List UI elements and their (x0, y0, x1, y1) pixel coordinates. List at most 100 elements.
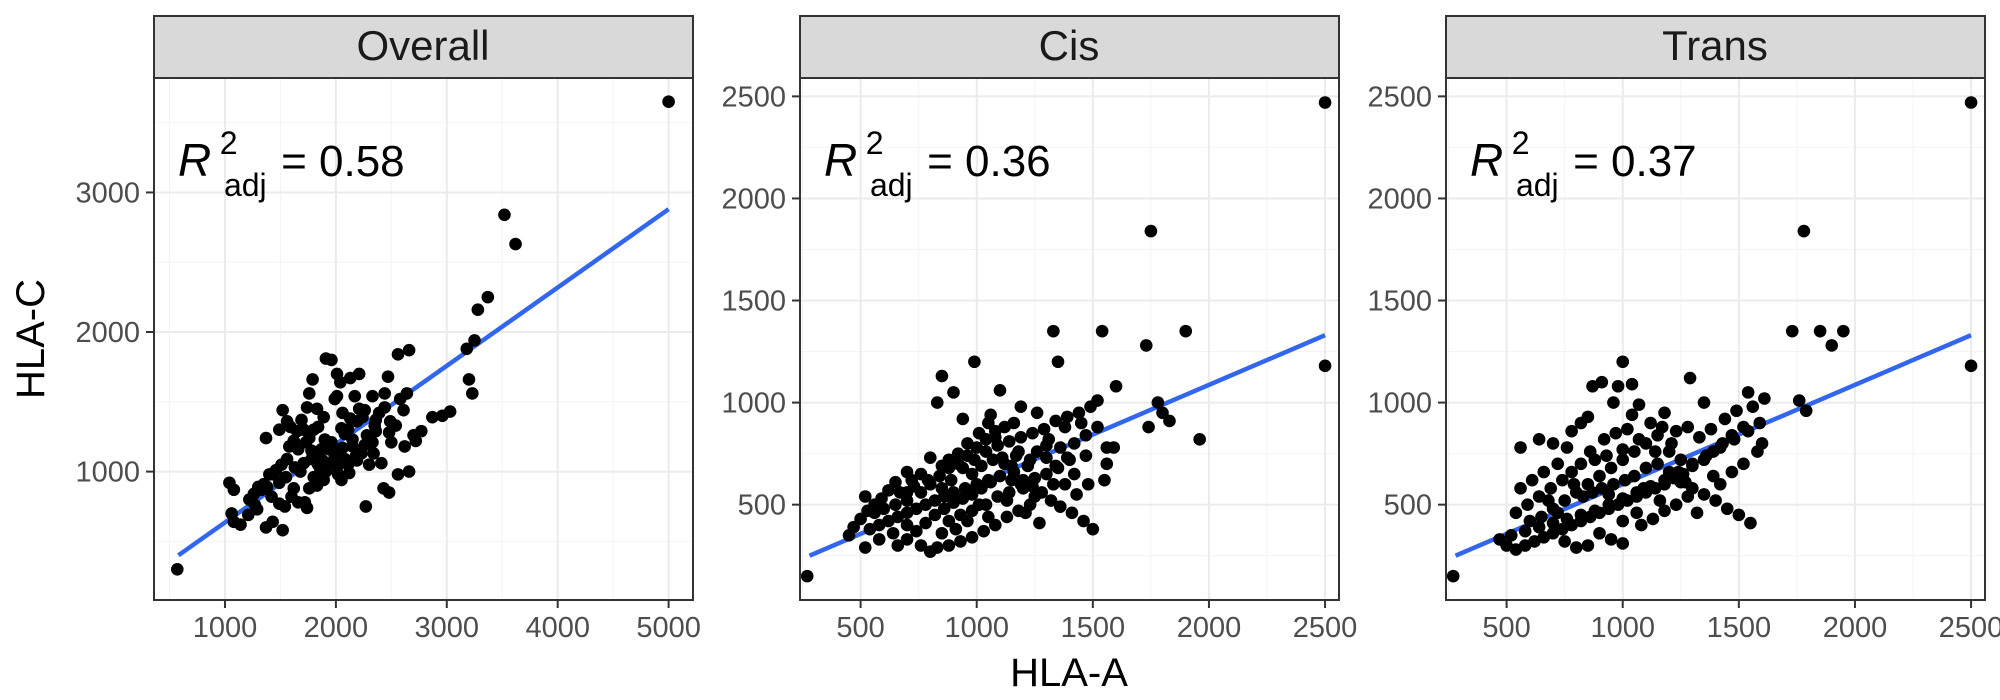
y-tick-label: 500 (1384, 490, 1432, 522)
data-point (1044, 494, 1058, 507)
r2-subscript: adj (224, 167, 267, 203)
data-point (1009, 449, 1023, 462)
data-point (1156, 406, 1169, 420)
data-point (1318, 359, 1332, 373)
data-point (391, 468, 405, 481)
data-point (1504, 528, 1518, 542)
data-point (1648, 445, 1662, 458)
x-tick-label: 1500 (1061, 612, 1126, 644)
data-point (1964, 359, 1978, 373)
r2-value: = 0.36 (927, 137, 1051, 186)
data-point (1632, 398, 1646, 411)
r2-value: = 0.37 (1573, 137, 1697, 186)
data-point (1611, 379, 1625, 393)
data-point (385, 435, 398, 449)
data-point (1086, 522, 1100, 536)
data-point (1558, 535, 1571, 548)
data-point (398, 440, 411, 453)
r2-annotation: R 2 adj = 0.36 (824, 125, 1051, 203)
x-axis: 500 1000 1500 2000 2500 (1482, 600, 2000, 644)
data-point (381, 370, 395, 383)
data-point (310, 402, 324, 416)
panel-title: Overall (356, 22, 489, 69)
data-point (1070, 488, 1083, 501)
data-point (460, 342, 474, 356)
r2-value: = 0.58 (281, 137, 405, 186)
data-point (1095, 324, 1109, 338)
data-point (872, 533, 886, 546)
data-point (868, 506, 881, 520)
x-tick-label: 2500 (1939, 612, 2000, 644)
panel-title: Cis (1039, 22, 1100, 69)
data-point (1042, 433, 1056, 446)
y-tick-label: 1500 (1367, 286, 1432, 318)
data-point (991, 439, 1004, 452)
data-point (1693, 430, 1706, 444)
data-point (1825, 339, 1839, 352)
x-tick-label: 2500 (1293, 612, 1358, 644)
data-point (1690, 506, 1704, 520)
data-point (1741, 424, 1755, 438)
data-point (367, 447, 380, 460)
data-point (1535, 510, 1548, 524)
y-tick-label: 2500 (721, 81, 786, 113)
y-axis: 1000 2000 3000 (75, 177, 154, 489)
data-point (1746, 400, 1760, 413)
data-point (368, 419, 382, 432)
data-point (1588, 504, 1602, 518)
data-point (928, 508, 942, 522)
data-point (937, 502, 951, 516)
data-point (1028, 490, 1042, 503)
data-point (300, 501, 314, 515)
data-point (465, 387, 479, 400)
data-point (375, 456, 388, 470)
data-point (306, 373, 319, 386)
r2-symbol: R (178, 134, 211, 186)
panel-cis: Cis R 2 adj = 0.36 500 1000 1500 2000 2500 5… (721, 15, 1358, 644)
data-point (1026, 426, 1039, 440)
y-tick-label: 1000 (1367, 388, 1432, 420)
x-tick-label: 1000 (193, 612, 258, 644)
data-point (1628, 445, 1641, 458)
data-point (225, 507, 238, 520)
data-point (1681, 490, 1695, 503)
data-point (1051, 461, 1065, 475)
data-point (227, 483, 241, 497)
data-point (259, 431, 273, 445)
data-point (914, 539, 928, 552)
data-point (1653, 494, 1667, 507)
data-point (1741, 386, 1755, 399)
strip-background (153, 15, 694, 79)
data-point (891, 539, 905, 552)
data-point (311, 420, 325, 434)
data-point (1639, 461, 1653, 475)
data-point (402, 465, 416, 478)
data-point (402, 343, 416, 357)
data-point (998, 457, 1011, 471)
data-point (1151, 396, 1165, 409)
data-point (1727, 433, 1741, 446)
data-point (1163, 414, 1176, 428)
data-point (316, 454, 329, 467)
data-point (1744, 516, 1757, 530)
strip-background (1445, 15, 1986, 79)
data-point (1704, 422, 1718, 436)
data-point (509, 237, 522, 251)
data-point (1683, 371, 1697, 385)
data-point (947, 386, 960, 399)
data-point (336, 441, 349, 455)
data-point (1079, 449, 1093, 462)
data-point (307, 470, 321, 484)
data-point (1074, 416, 1088, 430)
data-point (426, 410, 439, 424)
data-point (1799, 404, 1813, 418)
data-point (1588, 453, 1602, 467)
r2-superscript: 2 (866, 125, 884, 161)
data-point (1139, 339, 1153, 352)
x-tick-label: 4000 (525, 612, 590, 644)
data-point (930, 396, 944, 409)
data-point (1565, 424, 1578, 438)
x-tick-label: 500 (1482, 612, 1530, 644)
data-point (1558, 494, 1571, 507)
data-point (393, 392, 407, 406)
